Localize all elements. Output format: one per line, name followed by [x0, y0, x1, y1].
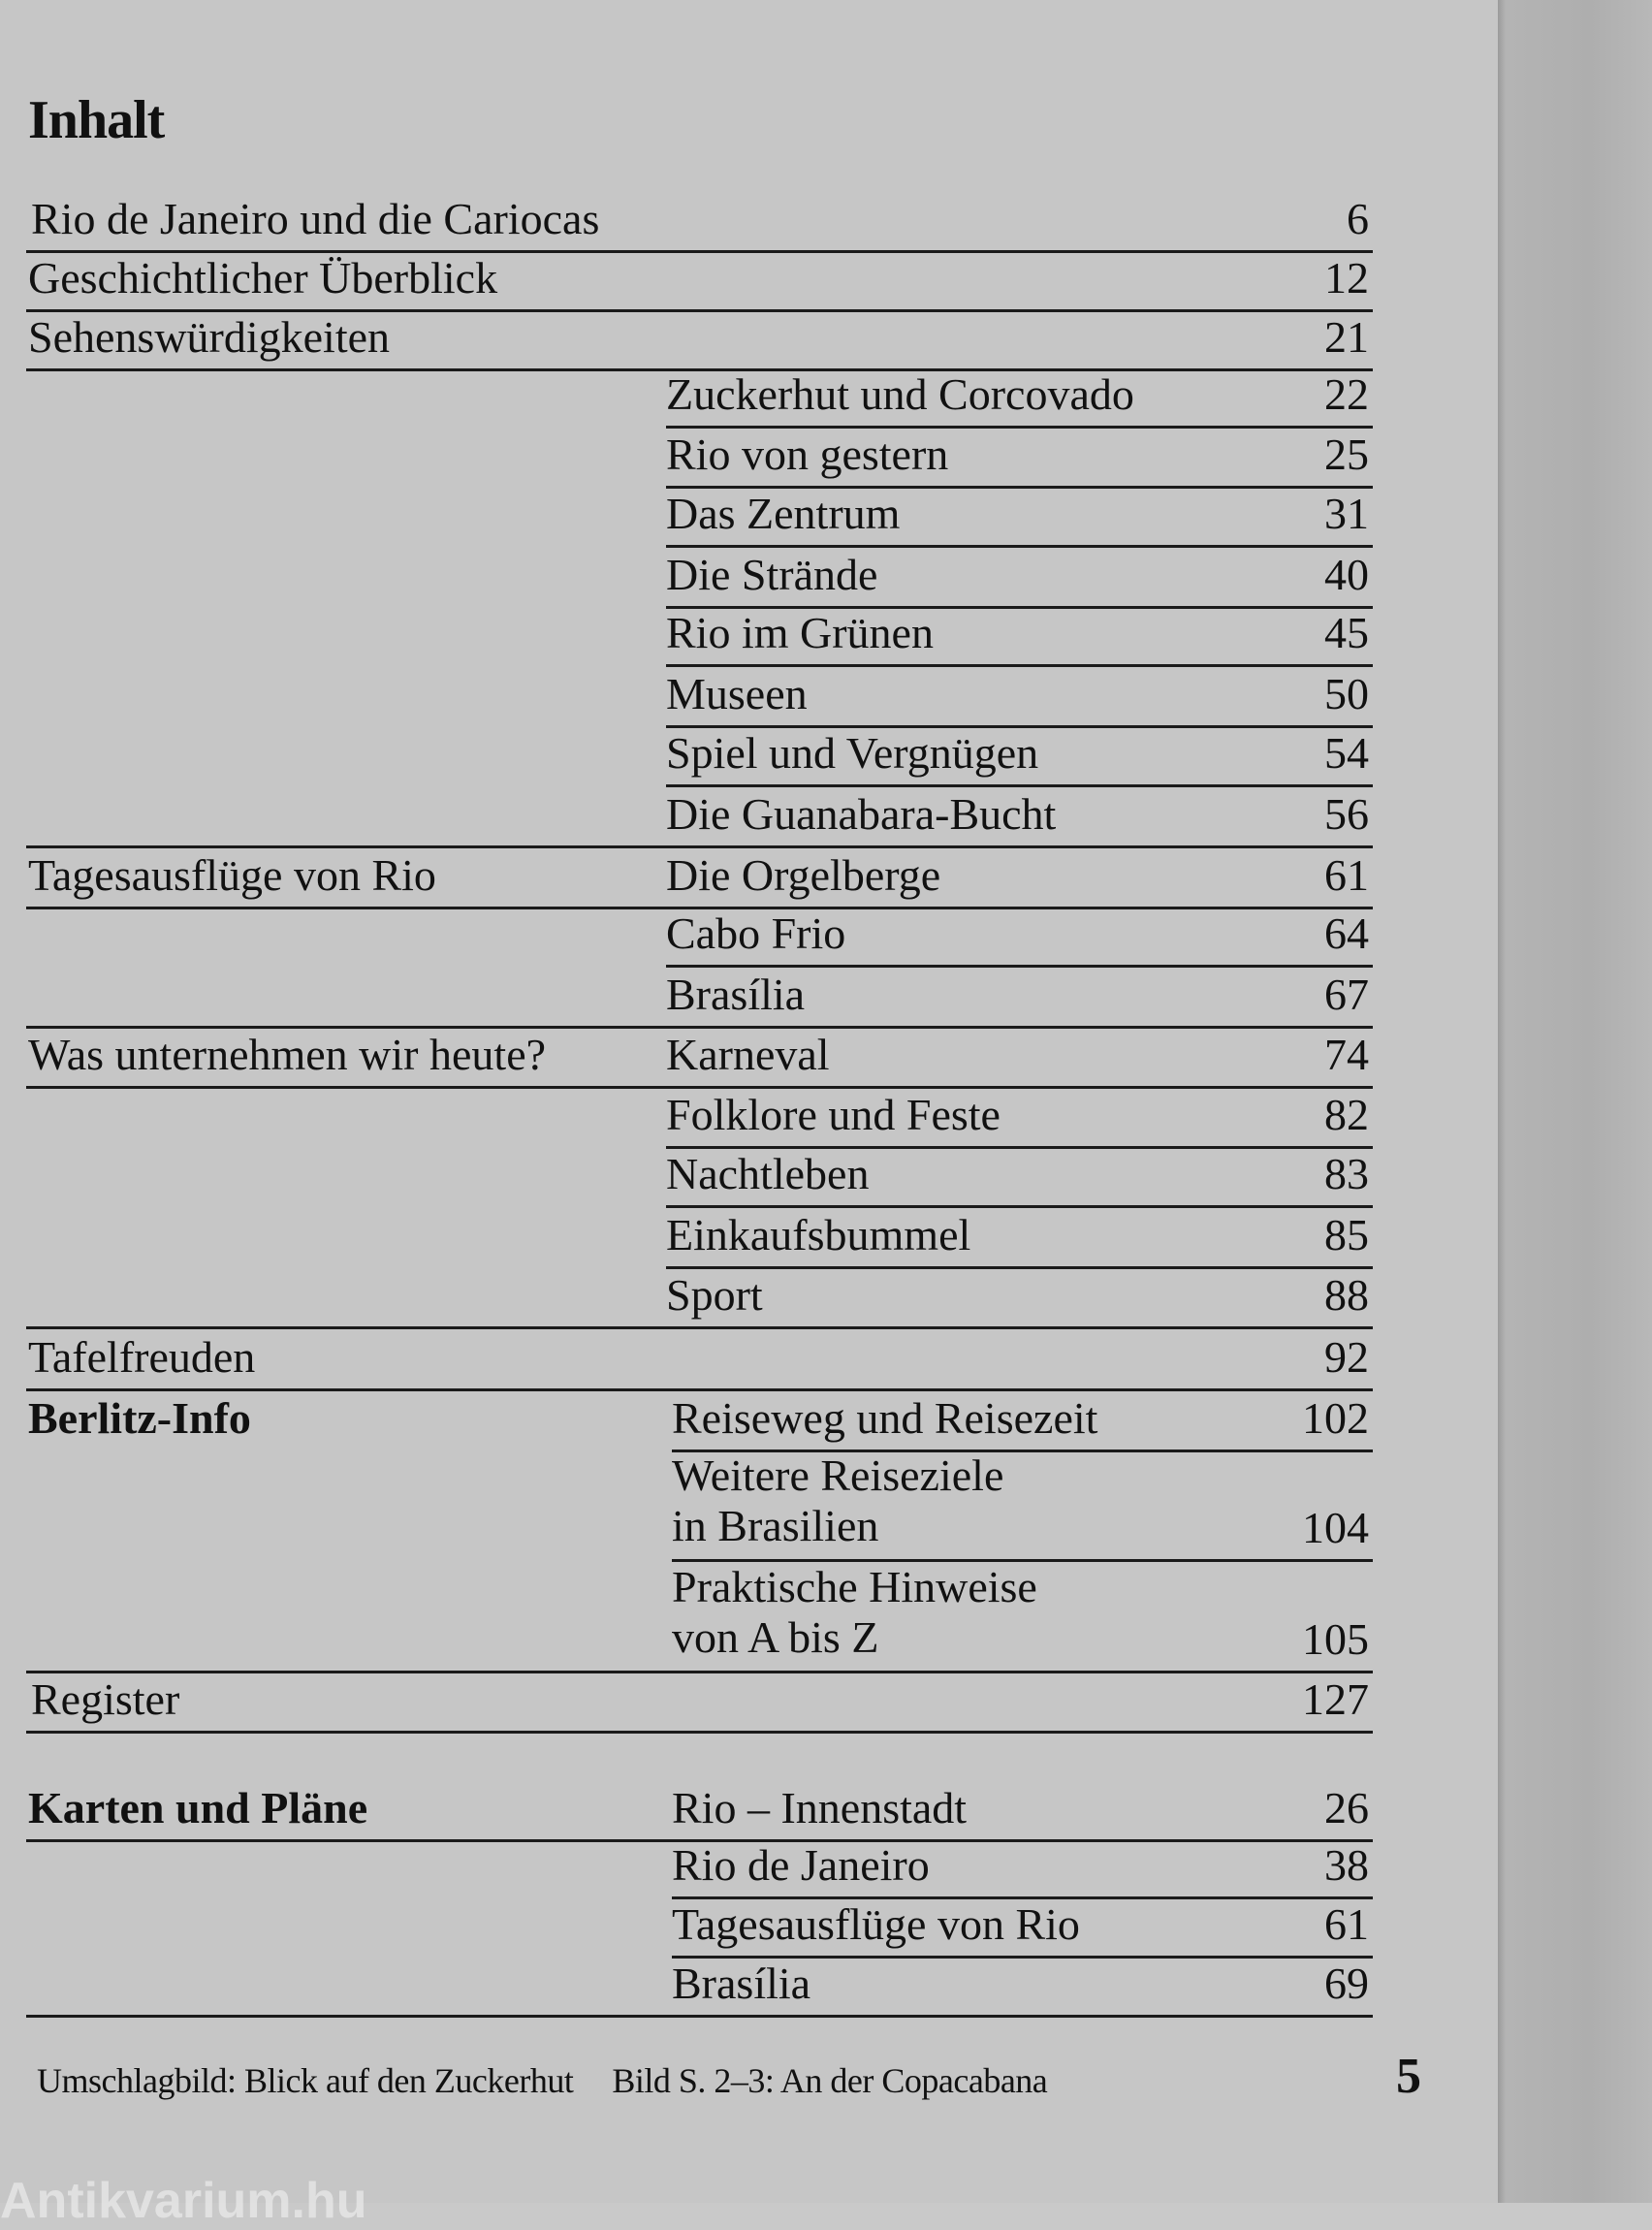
- toc-page-number: 21: [1324, 312, 1369, 362]
- toc-subsection-title: Cabo Frio: [666, 908, 846, 958]
- divider-line: [26, 1671, 1373, 1673]
- toc-page-number: 92: [1324, 1332, 1369, 1382]
- toc-page-number: 40: [1324, 550, 1369, 599]
- toc-page-number: 56: [1324, 789, 1369, 839]
- divider-line: [666, 426, 1373, 429]
- toc-page-number: 64: [1324, 908, 1369, 958]
- page-title: Inhalt: [28, 90, 165, 150]
- toc-subsection-title: Das Zentrum: [666, 489, 901, 538]
- toc-page-number: 54: [1324, 728, 1369, 778]
- toc-page-number: 61: [1324, 1899, 1369, 1949]
- toc-page-number: 83: [1324, 1149, 1369, 1198]
- divider-line: [26, 1326, 1373, 1329]
- toc-section-title: Register: [31, 1674, 180, 1724]
- divider-line: [26, 845, 1373, 848]
- toc-page-number: 105: [1302, 1614, 1369, 1664]
- toc-page-number: 25: [1324, 430, 1369, 479]
- toc-page-number: 74: [1324, 1030, 1369, 1079]
- divider-line: [672, 1559, 1373, 1562]
- toc-page-number: 31: [1324, 489, 1369, 538]
- toc-section-title: Geschichtlicher Überblick: [28, 253, 498, 303]
- divider-line: [666, 1205, 1373, 1208]
- toc-subsection-title: Folklore und Feste: [666, 1090, 1001, 1139]
- toc-subsection-title: Sport: [666, 1270, 763, 1320]
- divider-line: [26, 250, 1373, 253]
- toc-section-title: Was unternehmen wir heute?: [28, 1030, 547, 1079]
- toc-subsection-title: Museen: [666, 669, 808, 718]
- toc-subsection-title: Weitere Reiseziele in Brasilien: [672, 1450, 1004, 1550]
- divider-line: [26, 1388, 1373, 1391]
- toc-subsection-title: Brasília: [672, 1959, 811, 2008]
- toc-subsection-title: Spiel und Vergnügen: [666, 728, 1039, 778]
- divider-line: [26, 1086, 1373, 1089]
- toc-subsection-title: Die Guanabara-Bucht: [666, 789, 1057, 839]
- toc-section-title: Berlitz-Info: [28, 1393, 251, 1443]
- toc-page-number: 102: [1302, 1393, 1369, 1443]
- divider-line: [666, 486, 1373, 489]
- divider-line: [672, 1956, 1373, 1959]
- toc-subsection-title: Praktische Hinweise von A bis Z: [672, 1562, 1037, 1662]
- divider-line: [26, 1839, 1373, 1842]
- divider-line: [26, 1026, 1373, 1029]
- toc-subsection-title: Zuckerhut und Corcovado: [666, 369, 1134, 419]
- toc-subsection-title: Die Orgelberge: [666, 850, 941, 900]
- toc-page-number: 85: [1324, 1210, 1369, 1259]
- toc-page-number: 26: [1324, 1783, 1369, 1832]
- toc-section-title: Sehenswürdigkeiten: [28, 312, 391, 362]
- toc-section-title: Rio de Janeiro und die Cariocas: [31, 194, 600, 243]
- toc-subsection-title: Rio von gestern: [666, 430, 949, 479]
- toc-subsection-title: Rio de Janeiro: [672, 1840, 930, 1890]
- toc-page-number: 67: [1324, 970, 1369, 1019]
- toc-section-title: Karten und Pläne: [28, 1783, 368, 1832]
- toc-section-title: Tagesausflüge von Rio: [28, 850, 436, 900]
- toc-subsection-title: Tagesausflüge von Rio: [672, 1899, 1080, 1949]
- page-number: 5: [1396, 2049, 1421, 2104]
- divider-line: [666, 784, 1373, 787]
- toc-subsection-title: Reiseweg und Reisezeit: [672, 1393, 1098, 1443]
- toc-subsection-title: Nachtleben: [666, 1149, 870, 1198]
- divider-line: [26, 907, 1373, 909]
- divider-line: [666, 664, 1373, 667]
- toc-page-number: 82: [1324, 1090, 1369, 1139]
- toc-page-number: 88: [1324, 1270, 1369, 1320]
- toc-subsection-title: Einkaufsbummel: [666, 1210, 971, 1259]
- toc-page-number: 61: [1324, 850, 1369, 900]
- book-page: Inhalt Rio de Janeiro und die Cariocas 6 G…: [0, 90, 1421, 2229]
- divider-line: [26, 309, 1373, 312]
- watermark: Antikvarium.hu: [0, 2173, 367, 2229]
- divider-line: [666, 965, 1373, 968]
- toc-page-number: 45: [1324, 608, 1369, 657]
- toc-subsection-title: Die Strände: [666, 550, 878, 599]
- divider-line: [672, 1896, 1373, 1899]
- divider-line: [666, 725, 1373, 728]
- toc-page-number: 127: [1302, 1674, 1369, 1724]
- divider-line: [26, 368, 1373, 371]
- toc-subsection-title: Rio im Grünen: [666, 608, 934, 657]
- footer-captions: Umschlagbild: Blick auf den Zuckerhut Bil…: [37, 2060, 1086, 2101]
- toc-section-title: Tafelfreuden: [28, 1332, 256, 1382]
- toc-page-number: 104: [1302, 1503, 1369, 1552]
- toc-subsection-title: Brasília: [666, 970, 806, 1019]
- divider-line: [666, 606, 1373, 609]
- toc-page-number: 50: [1324, 669, 1369, 718]
- toc-subsection-title: Rio – Innenstadt: [672, 1783, 968, 1832]
- image-caption: Bild S. 2–3: An der Copacabana: [612, 2061, 1048, 2100]
- toc-page-number: 38: [1324, 1840, 1369, 1890]
- toc-page-number: 69: [1324, 1959, 1369, 2008]
- toc-subsection-title: Karneval: [666, 1030, 830, 1079]
- toc-page-number: 22: [1324, 369, 1369, 419]
- divider-line: [26, 2015, 1373, 2018]
- toc-page-number: 6: [1347, 194, 1369, 243]
- divider-line: [26, 1731, 1373, 1734]
- divider-line: [666, 1146, 1373, 1149]
- divider-line: [672, 1450, 1373, 1452]
- page-edge: [1498, 0, 1652, 2203]
- divider-line: [666, 545, 1373, 548]
- toc-page-number: 12: [1324, 253, 1369, 303]
- cover-caption: Umschlagbild: Blick auf den Zuckerhut: [37, 2061, 574, 2100]
- divider-line: [666, 1266, 1373, 1269]
